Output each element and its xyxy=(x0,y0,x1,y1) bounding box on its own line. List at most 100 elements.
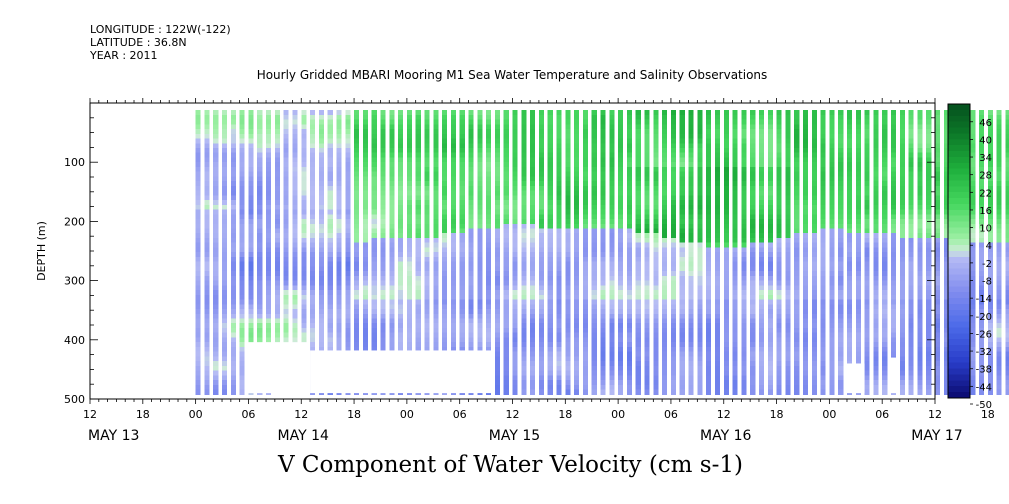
heatmap-cell xyxy=(301,261,307,267)
heatmap-cell xyxy=(803,200,809,206)
heatmap-cell xyxy=(477,294,483,301)
heatmap-cell xyxy=(670,351,676,357)
heatmap-cell xyxy=(389,214,395,220)
heatmap-cell xyxy=(899,238,905,244)
heatmap-cell xyxy=(574,166,580,173)
heatmap-cell xyxy=(635,200,641,206)
heatmap-cell xyxy=(582,275,588,282)
heatmap-cell xyxy=(873,148,879,154)
heatmap-cell xyxy=(530,351,536,357)
heatmap-cell xyxy=(732,318,738,324)
heatmap-cell xyxy=(820,299,826,305)
heatmap-cell xyxy=(741,370,747,376)
heatmap-cell xyxy=(785,166,791,173)
heatmap-cell xyxy=(556,309,562,315)
heatmap-cell xyxy=(292,119,298,125)
heatmap-cell xyxy=(838,152,844,158)
heatmap-cell xyxy=(292,294,298,301)
heatmap-cell xyxy=(803,209,809,215)
heatmap-cell xyxy=(882,294,888,301)
heatmap-cell xyxy=(521,223,527,230)
heatmap-cell xyxy=(838,294,844,301)
heatmap-cell xyxy=(882,152,888,158)
heatmap-cell xyxy=(644,114,650,121)
heatmap-cell xyxy=(248,280,254,286)
heatmap-cell xyxy=(794,219,800,225)
heatmap-cell xyxy=(477,214,483,220)
heatmap-cell xyxy=(248,261,254,267)
heatmap-cell xyxy=(653,313,659,320)
heatmap-cell xyxy=(776,152,782,158)
heatmap-cell xyxy=(714,152,720,158)
heatmap-cell xyxy=(873,356,879,362)
heatmap-cell xyxy=(266,219,272,225)
heatmap-cell xyxy=(750,323,756,329)
heatmap-cell xyxy=(433,152,439,158)
heatmap-cell xyxy=(362,223,368,230)
heatmap-cell xyxy=(908,157,914,163)
heatmap-cell xyxy=(697,228,703,234)
heatmap-cell xyxy=(362,261,368,267)
heatmap-cell xyxy=(873,304,879,310)
heatmap-cell xyxy=(706,252,712,258)
heatmap-cell xyxy=(917,365,923,372)
heatmap-cell xyxy=(503,195,509,201)
heatmap-cell xyxy=(785,119,791,125)
heatmap-cell xyxy=(530,328,536,334)
heatmap-cell xyxy=(600,124,606,130)
heatmap-cell xyxy=(565,129,571,135)
heatmap-cell xyxy=(847,346,853,353)
heatmap-cell xyxy=(327,219,333,225)
heatmap-cell xyxy=(310,185,316,192)
heatmap-cell xyxy=(820,129,826,135)
heatmap-cell xyxy=(635,129,641,135)
heatmap-cell xyxy=(398,181,404,187)
heatmap-cell xyxy=(503,148,509,154)
heatmap-cell xyxy=(239,166,245,173)
heatmap-cell xyxy=(512,223,518,230)
heatmap-cell xyxy=(327,247,333,253)
heatmap-cell xyxy=(389,176,395,182)
heatmap-cell xyxy=(239,370,245,376)
heatmap-cell xyxy=(398,110,404,116)
heatmap-cell xyxy=(618,171,624,177)
heatmap-cell xyxy=(759,299,765,305)
heatmap-cell xyxy=(873,346,879,353)
heatmap-cell xyxy=(274,266,280,272)
heatmap-cell xyxy=(565,337,571,343)
heatmap-cell xyxy=(450,209,456,215)
heatmap-cell xyxy=(609,290,615,296)
heatmap-cell xyxy=(917,204,923,211)
heatmap-cell xyxy=(750,365,756,372)
heatmap-cell xyxy=(864,143,870,149)
heatmap-cell xyxy=(759,370,765,376)
heatmap-cell xyxy=(873,252,879,258)
heatmap-cell xyxy=(864,190,870,196)
heatmap-cell xyxy=(776,181,782,187)
heatmap-cell xyxy=(213,361,219,367)
heatmap-cell xyxy=(450,271,456,277)
heatmap-cell xyxy=(371,176,377,182)
heatmap-cell xyxy=(600,351,606,357)
heatmap-cell xyxy=(230,162,236,168)
heatmap-cell xyxy=(785,256,791,263)
heatmap-cell xyxy=(494,275,500,282)
heatmap-cell xyxy=(917,185,923,192)
heatmap-cell xyxy=(494,370,500,376)
heatmap-cell xyxy=(600,223,606,230)
heatmap-cell xyxy=(345,214,351,220)
heatmap-cell xyxy=(618,242,624,248)
heatmap-cell xyxy=(415,185,421,192)
heatmap-cell xyxy=(389,133,395,140)
heatmap-cell xyxy=(864,148,870,154)
heatmap-cell xyxy=(512,124,518,130)
heatmap-cell xyxy=(574,370,580,376)
heatmap-cell xyxy=(521,152,527,158)
heatmap-cell xyxy=(855,290,861,296)
heatmap-cell xyxy=(864,346,870,353)
heatmap-cell xyxy=(336,275,342,282)
heatmap-cell xyxy=(723,370,729,376)
heatmap-cell xyxy=(266,129,272,135)
heatmap-cell xyxy=(556,209,562,215)
heatmap-cell xyxy=(882,313,888,320)
